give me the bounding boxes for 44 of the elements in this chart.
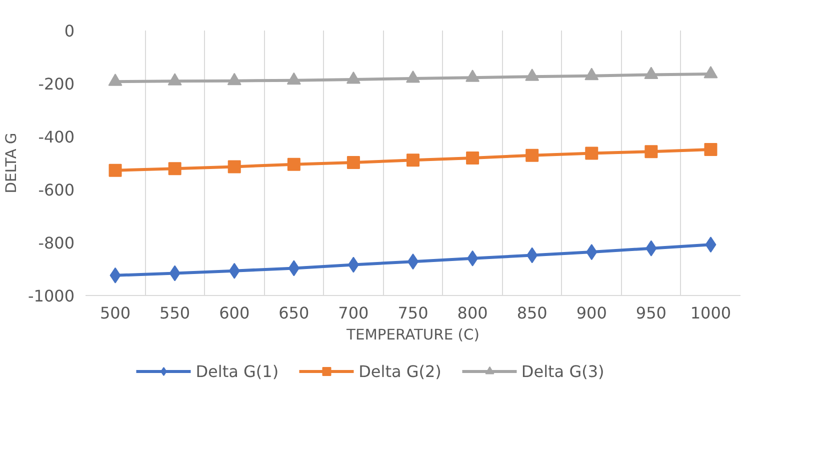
- y-tick-label: -400: [38, 128, 74, 146]
- point: [644, 145, 658, 158]
- x-tick-label: 1000: [690, 304, 732, 322]
- x-tick-label: 650: [278, 304, 310, 322]
- x-tick-label: 900: [576, 304, 607, 322]
- x-tick-label: 700: [338, 304, 369, 322]
- y-tick-label: -1000: [28, 286, 75, 306]
- point: [168, 73, 182, 86]
- y-tick-label: -200: [38, 74, 74, 94]
- x-axis-title: TEMPERATURE (C): [346, 326, 480, 344]
- point: [346, 156, 360, 169]
- point: [466, 151, 480, 164]
- x-tick-label: 600: [219, 304, 250, 322]
- point: [704, 66, 718, 78]
- point: [526, 148, 539, 162]
- point: [584, 68, 599, 80]
- point: [466, 70, 480, 82]
- point: [346, 72, 360, 84]
- y-tick-label: -800: [38, 234, 74, 252]
- y-tick-label: 0: [64, 22, 75, 40]
- point: [287, 158, 300, 171]
- legend-label: Delta G(3): [521, 362, 604, 380]
- point: [585, 146, 598, 160]
- x-tick-label: 500: [100, 304, 131, 322]
- y-axis-title: DELTA G: [3, 132, 20, 194]
- point: [406, 154, 420, 167]
- point: [406, 70, 420, 83]
- y-tick-label: -600: [38, 180, 74, 200]
- point: [704, 142, 718, 156]
- point: [168, 162, 182, 176]
- point: [644, 66, 658, 80]
- point: [228, 160, 241, 174]
- point: [286, 72, 301, 85]
- point: [108, 74, 122, 86]
- legend-label: Delta G(2): [358, 362, 442, 380]
- x-tick-label: 950: [636, 304, 666, 322]
- x-tick-label: 850: [516, 304, 548, 322]
- x-tick-label: 750: [398, 304, 428, 322]
- x-tick-label: 550: [160, 304, 190, 322]
- point: [108, 164, 122, 177]
- x-tick-label: 800: [457, 304, 488, 322]
- point: [525, 68, 540, 81]
- legend-label: Delta G(1): [196, 362, 279, 380]
- point: [227, 72, 242, 86]
